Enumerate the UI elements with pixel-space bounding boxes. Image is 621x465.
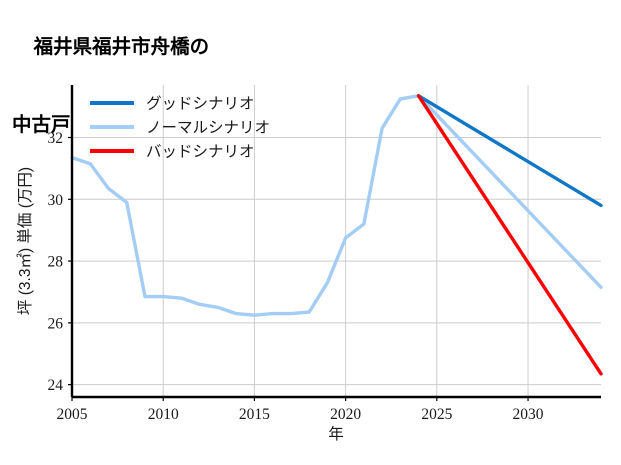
y-tick-26: 26 (48, 315, 64, 332)
series-line-バッドシナリオ (416, 94, 603, 376)
series-line-グッドシナリオ (416, 94, 603, 208)
legend-label-1: ノーマルシナリオ (146, 120, 270, 137)
series-line-ノーマルシナリオ (70, 94, 603, 317)
y-tick-28: 28 (48, 254, 64, 271)
y-tick-24: 24 (48, 377, 64, 394)
legend-label-0: グッドシナリオ (146, 95, 255, 113)
x-tick-2015: 2015 (239, 406, 270, 423)
x-tick-2020: 2020 (330, 406, 361, 423)
x-tick-2010: 2010 (148, 406, 179, 423)
x-axis-title: 年 (328, 425, 344, 443)
x-tick-2005: 2005 (57, 406, 88, 423)
page-title-line-1: 福井県福井市舟橋の (33, 36, 210, 58)
x-axis-tick-labels: 2005 2010 2015 2020 2025 2030 (57, 397, 544, 423)
y-axis-tick-labels: 24 26 28 30 32 (48, 130, 72, 394)
series-layer (70, 94, 603, 376)
legend-label-2: バッドシナリオ (146, 144, 255, 161)
x-tick-2030: 2030 (513, 406, 544, 423)
y-tick-30: 30 (48, 192, 64, 209)
y-tick-32: 32 (48, 130, 64, 147)
x-tick-2025: 2025 (421, 406, 452, 423)
y-axis-title: 坪 (3.3㎡) 単価 (万円) (16, 167, 34, 315)
